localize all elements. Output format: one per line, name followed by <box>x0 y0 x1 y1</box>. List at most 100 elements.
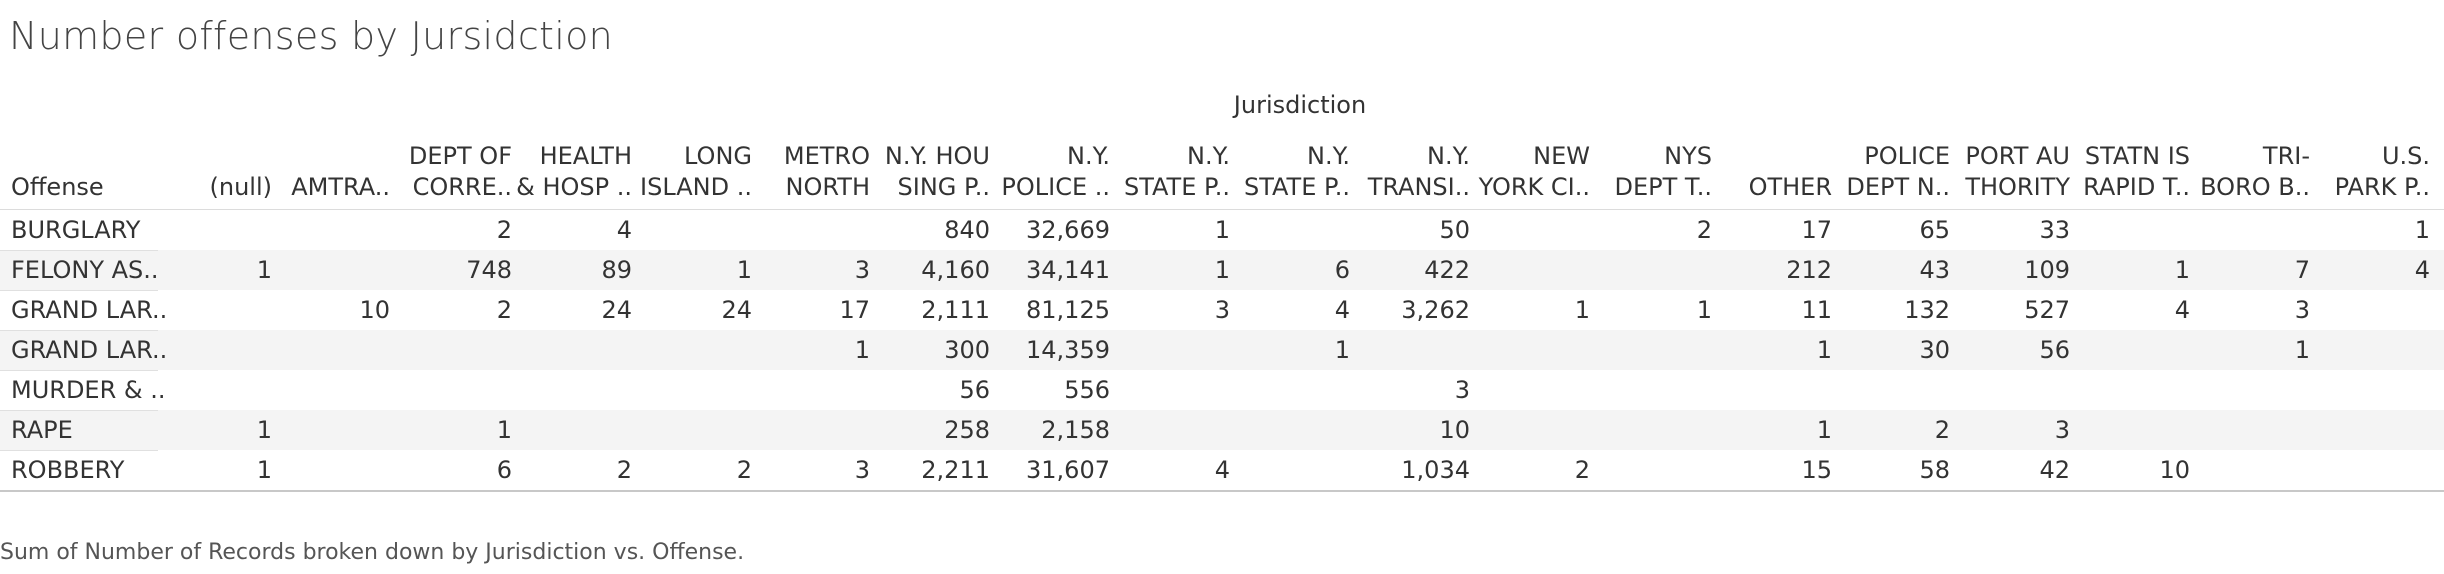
table-cell: 3,262 <box>1401 296 1470 324</box>
table-cell: 1 <box>736 256 752 284</box>
table-cell: 2 <box>496 216 512 244</box>
table-cell: 56 <box>959 376 990 404</box>
column-header-line: AMTRA.. <box>291 173 390 201</box>
row-dimension-header: Offense <box>11 173 104 201</box>
column-header-line: PARK P.. <box>2334 173 2430 201</box>
table-cell: 15 <box>1801 456 1832 484</box>
column-header-line: STATE P.. <box>1123 173 1230 201</box>
table-cell: 58 <box>1919 456 1950 484</box>
table-cell: 1 <box>1214 256 1230 284</box>
table-row: ROBBERY 1 6 2 2 3 2,211 31,607 4 1,034 2 15 58 42 10 <box>0 450 2444 490</box>
column-header: PORT AU THORITY <box>1930 141 2070 203</box>
column-header: POLICE DEPT N.. <box>1810 141 1950 203</box>
column-header: NYS DEPT T.. <box>1572 141 1712 203</box>
table-cell: 1 <box>2414 216 2430 244</box>
column-header-line: NORTH <box>785 173 870 201</box>
table-cell: 4 <box>1214 456 1230 484</box>
table-cell: 4 <box>616 216 632 244</box>
offense-label: RAPE <box>11 416 73 444</box>
table-cell: 1 <box>496 416 512 444</box>
table-cell: 840 <box>944 216 990 244</box>
table-row: GRAND LAR.. 10 2 24 24 17 2,111 81,125 3 4 3,262 1 1… <box>0 290 2444 330</box>
table-row: MURDER & .. 56 556 3 <box>0 370 2444 410</box>
offense-label: BURGLARY <box>11 216 141 244</box>
table-cell: 6 <box>1334 256 1350 284</box>
table-cell: 65 <box>1919 216 1950 244</box>
table-cell: 556 <box>1064 376 1110 404</box>
table-cell: 89 <box>601 256 632 284</box>
table-cell: 34,141 <box>1026 256 1110 284</box>
table-row: FELONY AS.. 1 748 89 1 3 4,160 34,141 1 6 422 212 43… <box>0 250 2444 290</box>
column-header: LONG ISLAND .. <box>612 141 752 203</box>
table-cell: 11 <box>1801 296 1832 324</box>
table-cell: 50 <box>1439 216 1470 244</box>
table-cell: 1 <box>1696 296 1712 324</box>
offense-label: ROBBERY <box>11 456 125 484</box>
column-header-line: SING P.. <box>897 173 990 201</box>
table-row: GRAND LAR.. 1 300 14,359 1 1 30 56 1 <box>0 330 2444 370</box>
table-cell: 1 <box>2174 256 2190 284</box>
column-header-line: OTHER <box>1748 173 1832 201</box>
table-cell: 1 <box>1816 416 1832 444</box>
column-header-line: TRANSI.. <box>1367 173 1470 201</box>
table-cell: 10 <box>359 296 390 324</box>
table-cell: 4 <box>2174 296 2190 324</box>
table-cell: 258 <box>944 416 990 444</box>
column-header-line: N.Y. <box>1066 142 1110 170</box>
column-header-line: POLICE .. <box>1001 173 1110 201</box>
column-header-line: & HOSP .. <box>516 173 632 201</box>
column-header-line: ISLAND .. <box>640 173 752 201</box>
table-cell: 109 <box>2024 256 2070 284</box>
table-cell: 2 <box>1574 456 1590 484</box>
column-header: N.Y. STATE P.. <box>1210 141 1350 203</box>
column-header-line: POLICE <box>1864 142 1950 170</box>
table-cell: 2 <box>1934 416 1950 444</box>
table-cell: 1 <box>256 256 272 284</box>
row-divider <box>0 330 158 331</box>
table-cell: 33 <box>2039 216 2070 244</box>
table-cell: 4 <box>1334 296 1350 324</box>
column-header-line: (null) <box>209 173 272 201</box>
column-header-line: LONG <box>684 142 752 170</box>
column-header-line: TRI- <box>2262 142 2310 170</box>
column-header-line: STATN IS <box>2084 142 2190 170</box>
column-header: N.Y. HOU SING P.. <box>850 141 990 203</box>
column-header-line: N.Y. <box>1306 142 1350 170</box>
table-cell: 3 <box>854 256 870 284</box>
table-cell: 43 <box>1919 256 1950 284</box>
column-header-line: STATE P.. <box>1243 173 1350 201</box>
column-header: STATN IS RAPID T.. <box>2050 141 2190 203</box>
table-cell: 2 <box>1696 216 1712 244</box>
crosstab-body: BURGLARY 2 4 840 32,669 1 50 2 17 65 33 1 FELONY AS.… <box>0 209 2444 492</box>
column-header: OTHER <box>1692 172 1832 203</box>
table-cell: 32,669 <box>1026 216 1110 244</box>
column-header-line: NYS <box>1664 142 1712 170</box>
column-header: AMTRA.. <box>250 172 390 203</box>
table-cell: 14,359 <box>1026 336 1110 364</box>
row-divider <box>0 450 158 451</box>
column-header-line: DEPT OF <box>408 142 512 170</box>
column-header-line: N.Y. <box>1426 142 1470 170</box>
column-header-line: N.Y. <box>1186 142 1230 170</box>
table-cell: 300 <box>944 336 990 364</box>
table-cell: 10 <box>1439 416 1470 444</box>
table-row: BURGLARY 2 4 840 32,669 1 50 2 17 65 33 1 <box>0 210 2444 250</box>
table-cell: 2 <box>496 296 512 324</box>
table-cell: 132 <box>1904 296 1950 324</box>
table-cell: 212 <box>1786 256 1832 284</box>
column-header: METRO NORTH <box>730 141 870 203</box>
table-cell: 748 <box>466 256 512 284</box>
column-header: N.Y. POLICE .. <box>970 141 1110 203</box>
table-cell: 2,211 <box>921 456 990 484</box>
column-dimension-header: Jurisdiction <box>1233 91 1367 119</box>
table-cell: 17 <box>1801 216 1832 244</box>
table-cell: 2 <box>736 456 752 484</box>
table-cell: 56 <box>2039 336 2070 364</box>
table-cell: 2 <box>616 456 632 484</box>
chart-caption: Sum of Number of Records broken down by … <box>0 540 745 565</box>
column-header: DEPT OF CORRE.. <box>372 141 512 203</box>
column-header-line: DEPT N.. <box>1846 173 1950 201</box>
column-header: N.Y. TRANSI.. <box>1330 141 1470 203</box>
table-cell: 24 <box>721 296 752 324</box>
table-cell: 2,111 <box>921 296 990 324</box>
